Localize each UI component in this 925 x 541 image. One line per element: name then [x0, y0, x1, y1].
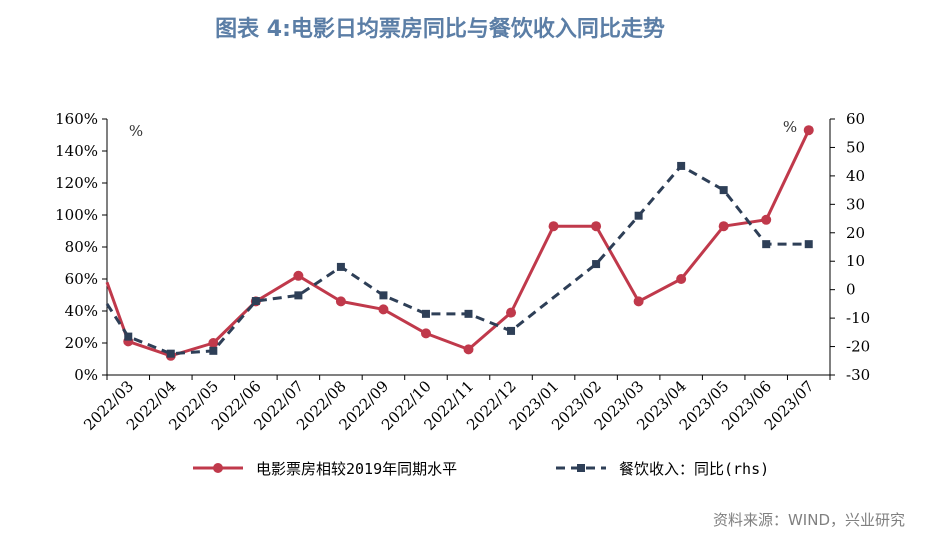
left-tick-label: 60%: [65, 270, 98, 288]
right-tick-label: -20: [846, 338, 870, 356]
axes: 0% 20% 40% 60% 80% 100% 120% 140% 160% -30 -20 -10 0…: [55, 110, 870, 434]
left-tick-label: 100%: [55, 206, 98, 224]
box-office-point: [293, 270, 304, 281]
catering-point: [464, 309, 473, 318]
right-tick-label: 60: [846, 110, 865, 128]
left-tick-label: 20%: [65, 334, 98, 352]
box-office-point: [633, 296, 644, 307]
left-tick-label: 80%: [65, 238, 98, 256]
source-note: 资料来源：WIND，兴业研究: [713, 511, 905, 529]
left-tick-label: 140%: [55, 142, 98, 160]
chart-title: 图表 4:电影日均票房同比与餐饮收入同比走势: [215, 16, 665, 42]
legend-catering-marker: [577, 464, 585, 472]
catering-point: [166, 349, 175, 358]
legend-box-office-label: 电影票房相较2019年同期水平: [256, 460, 457, 478]
box-office-point: [506, 307, 517, 318]
box-office-point: [718, 221, 729, 232]
catering-point: [592, 260, 601, 269]
series-line-box-office: [105, 129, 811, 358]
catering-point: [507, 326, 516, 335]
catering-point: [634, 211, 643, 220]
box-office-point: [803, 125, 814, 136]
box-office-point: [548, 221, 559, 232]
catering-point: [677, 161, 686, 170]
left-unit-label: %: [129, 122, 143, 140]
right-tick-label: -30: [846, 366, 870, 384]
right-tick-label: 0: [846, 281, 856, 299]
left-tick-label: 160%: [55, 110, 98, 128]
left-tick-label: 40%: [65, 302, 98, 320]
box-office-point: [420, 328, 431, 339]
box-office-point: [378, 304, 389, 315]
legend-catering-label: 餐饮收入：同比(rhs): [619, 460, 769, 478]
catering-point: [251, 297, 260, 306]
catering-point: [804, 240, 813, 249]
box-office-point: [335, 296, 346, 307]
left-tick-label: 120%: [55, 174, 98, 192]
catering-point: [719, 186, 728, 195]
left-tick-label: 0%: [74, 366, 98, 384]
catering-point: [336, 262, 345, 271]
catering-point: [294, 291, 303, 300]
catering-point: [124, 332, 133, 341]
box-office-point: [761, 214, 772, 225]
right-tick-label: 10: [846, 252, 865, 270]
box-office-point: [463, 344, 474, 355]
right-unit-label: %: [783, 118, 797, 136]
right-tick-label: 30: [846, 195, 865, 213]
right-tick-label: 20: [846, 224, 865, 242]
right-tick-label: 50: [846, 138, 865, 156]
box-office-point: [208, 338, 219, 348]
right-tick-label: -10: [846, 309, 870, 327]
right-tick-label: 40: [846, 167, 865, 185]
catering-point: [209, 346, 218, 355]
catering-point: [421, 309, 430, 318]
box-office-point: [676, 274, 687, 284]
series-line-catering: [105, 164, 809, 356]
legend-box-office-marker: [213, 463, 223, 473]
catering-point: [762, 240, 771, 249]
box-office-point: [591, 221, 602, 232]
catering-point: [379, 291, 388, 300]
legend: 电影票房相较2019年同期水平 餐饮收入：同比(rhs): [193, 460, 769, 478]
series-layer: [105, 125, 814, 361]
